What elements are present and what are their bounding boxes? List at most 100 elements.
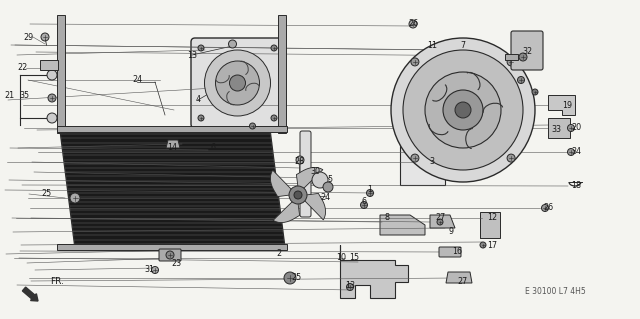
Text: E 30100 L7 4H5: E 30100 L7 4H5 <box>525 286 586 295</box>
Text: 11: 11 <box>427 41 437 49</box>
Text: 26: 26 <box>543 204 553 212</box>
Text: 31: 31 <box>144 265 154 275</box>
Circle shape <box>507 154 515 162</box>
Circle shape <box>205 50 271 116</box>
Polygon shape <box>480 212 500 238</box>
Text: 13: 13 <box>345 280 355 290</box>
Text: 13: 13 <box>187 50 197 60</box>
Circle shape <box>294 191 302 199</box>
Text: 17: 17 <box>487 241 497 249</box>
Text: 10: 10 <box>336 254 346 263</box>
Circle shape <box>198 45 204 51</box>
Circle shape <box>507 58 515 66</box>
Circle shape <box>532 89 538 95</box>
Circle shape <box>391 38 535 182</box>
Polygon shape <box>60 130 285 248</box>
Circle shape <box>425 72 501 148</box>
Circle shape <box>48 94 56 102</box>
Circle shape <box>47 70 57 80</box>
Circle shape <box>323 182 333 192</box>
Text: 32: 32 <box>522 48 532 56</box>
Text: 22: 22 <box>17 63 27 72</box>
Circle shape <box>70 193 80 203</box>
Circle shape <box>403 50 523 170</box>
Circle shape <box>289 186 307 204</box>
Polygon shape <box>296 167 323 189</box>
Text: 12: 12 <box>487 213 497 222</box>
Text: 18: 18 <box>571 181 581 189</box>
Text: 26: 26 <box>408 19 418 28</box>
Circle shape <box>409 20 417 28</box>
Text: 25: 25 <box>42 189 52 198</box>
Circle shape <box>228 40 237 48</box>
FancyBboxPatch shape <box>159 249 181 261</box>
Polygon shape <box>400 130 445 185</box>
Text: 8: 8 <box>385 213 390 222</box>
Text: 6: 6 <box>211 144 216 152</box>
Circle shape <box>284 272 296 284</box>
Text: 30: 30 <box>310 167 320 176</box>
Circle shape <box>360 202 367 209</box>
Polygon shape <box>40 60 58 70</box>
Text: 2: 2 <box>276 249 282 258</box>
Circle shape <box>568 124 575 131</box>
Polygon shape <box>548 95 575 115</box>
Text: 7: 7 <box>460 41 465 49</box>
Text: 9: 9 <box>449 227 454 236</box>
Text: 5: 5 <box>328 175 333 184</box>
FancyBboxPatch shape <box>191 38 284 128</box>
Text: 24: 24 <box>132 76 142 85</box>
Circle shape <box>443 90 483 130</box>
Circle shape <box>47 113 57 123</box>
Circle shape <box>198 115 204 121</box>
Circle shape <box>518 77 525 84</box>
Circle shape <box>541 204 548 211</box>
Bar <box>57 244 287 250</box>
Bar <box>57 126 287 132</box>
Circle shape <box>367 189 374 197</box>
Text: 33: 33 <box>551 125 561 135</box>
Circle shape <box>437 219 443 225</box>
Text: 27: 27 <box>457 277 467 286</box>
Circle shape <box>568 149 575 155</box>
Circle shape <box>152 266 159 273</box>
FancyBboxPatch shape <box>511 31 543 70</box>
Text: 6: 6 <box>362 197 367 206</box>
Polygon shape <box>166 140 180 148</box>
Text: FR.: FR. <box>50 277 64 286</box>
Circle shape <box>41 33 49 41</box>
Circle shape <box>166 251 174 259</box>
Polygon shape <box>430 215 455 228</box>
Polygon shape <box>380 215 425 235</box>
Text: 14: 14 <box>167 144 177 152</box>
Circle shape <box>271 45 277 51</box>
Circle shape <box>250 123 255 129</box>
Text: 19: 19 <box>562 100 572 109</box>
Text: 16: 16 <box>452 247 462 256</box>
FancyArrow shape <box>22 287 38 301</box>
Text: 29: 29 <box>24 33 34 41</box>
Text: 20: 20 <box>571 123 581 132</box>
Circle shape <box>346 284 353 291</box>
Text: 35: 35 <box>19 91 29 100</box>
Circle shape <box>312 172 328 188</box>
Circle shape <box>230 75 246 91</box>
Bar <box>57 15 65 133</box>
Circle shape <box>411 154 419 162</box>
Text: 25: 25 <box>291 273 301 283</box>
Text: 34: 34 <box>571 147 581 157</box>
Circle shape <box>455 102 471 118</box>
Circle shape <box>411 58 419 66</box>
Text: 3: 3 <box>429 158 435 167</box>
Text: 21: 21 <box>4 91 14 100</box>
Text: 28: 28 <box>294 158 304 167</box>
Text: 23: 23 <box>171 258 181 268</box>
Bar <box>278 15 286 133</box>
Circle shape <box>519 53 527 61</box>
Circle shape <box>271 115 277 121</box>
FancyBboxPatch shape <box>439 247 461 257</box>
Text: 1: 1 <box>367 186 372 195</box>
Polygon shape <box>271 170 292 197</box>
Polygon shape <box>273 201 300 223</box>
Circle shape <box>296 156 304 164</box>
